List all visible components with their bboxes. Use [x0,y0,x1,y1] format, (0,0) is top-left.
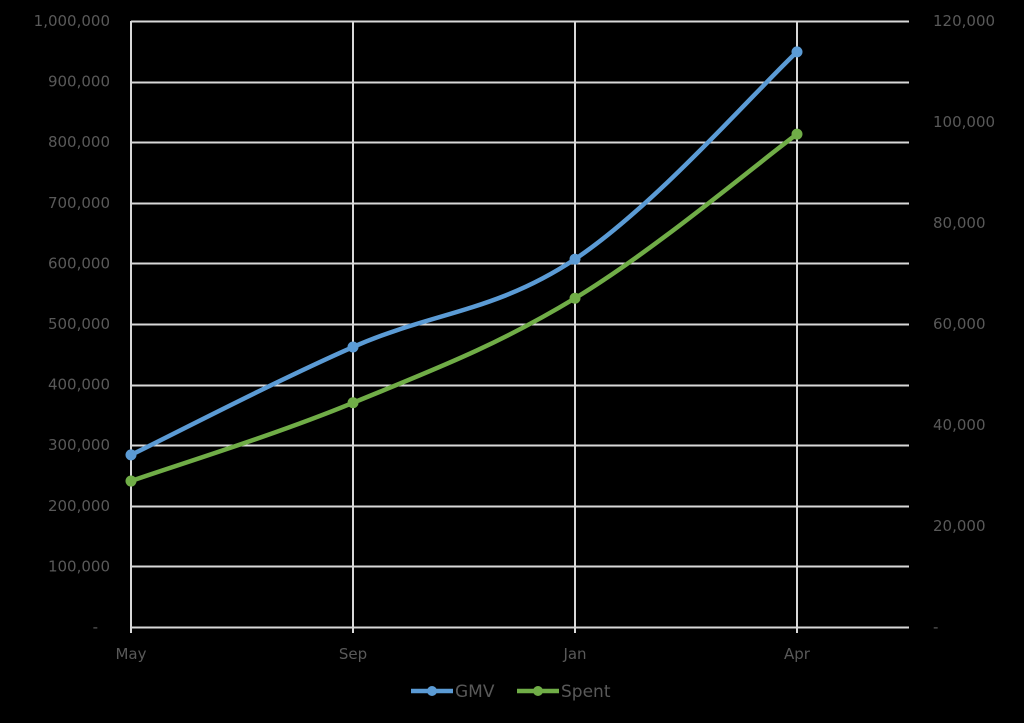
gridlines [130,20,909,633]
gmv-data-marker [125,449,137,461]
legend-entry-spent: Spent [517,682,611,702]
x-axis: May Sep Jan Apr [115,645,810,663]
spent-line [128,131,800,484]
legend-marker-icon [427,686,437,696]
legend-label: Spent [561,682,611,702]
gmv-data-marker [347,341,359,353]
legend-entry-gmv: GMV [411,682,495,702]
gmv-data-marker [791,46,803,58]
left-axis-tick-label: 300,000 [48,436,110,454]
gmv-data-marker [569,253,581,265]
left-axis-tick-label: 200,000 [48,497,110,515]
data-series [125,46,803,487]
left-axis-tick-label: 900,000 [48,73,110,91]
right-y-axis: - 20,000 40,000 60,000 80,000 100,000 120,000 [933,12,995,636]
gmv-line [128,49,800,458]
left-axis-tick-label: 500,000 [48,315,110,333]
left-axis-tick-label: 700,000 [48,194,110,212]
x-axis-tick-label: Jan [562,645,586,663]
spent-data-marker [125,475,137,487]
x-axis-tick-label: Sep [339,645,367,663]
right-axis-tick-label: 40,000 [933,416,986,434]
spent-data-marker [791,128,803,140]
left-axis-tick-label: - [93,618,98,636]
series-spent [125,128,803,487]
right-axis-tick-label: 60,000 [933,315,986,333]
left-axis-tick-label: 800,000 [48,133,110,151]
left-axis-tick-label: 400,000 [48,376,110,394]
x-axis-tick-label: May [115,645,146,663]
right-axis-tick-label: 20,000 [933,517,986,535]
legend-marker-icon [533,686,543,696]
right-axis-tick-label: - [933,618,938,636]
x-axis-tick-label: Apr [784,645,811,663]
legend-label: GMV [455,682,495,702]
left-axis-tick-label: 600,000 [48,254,110,272]
legend: GMV Spent [411,682,611,702]
right-axis-tick-label: 100,000 [933,113,995,131]
left-axis-tick-label: 100,000 [48,557,110,575]
right-axis-tick-label: 80,000 [933,214,986,232]
left-axis-tick-label: 1,000,000 [34,12,110,30]
series-gmv [125,46,803,461]
left-y-axis: - 100,000 200,000 300,000 400,000 500,000 600,… [34,12,110,636]
spent-data-marker [569,292,581,304]
right-axis-tick-label: 120,000 [933,12,995,30]
spent-data-marker [347,397,359,409]
